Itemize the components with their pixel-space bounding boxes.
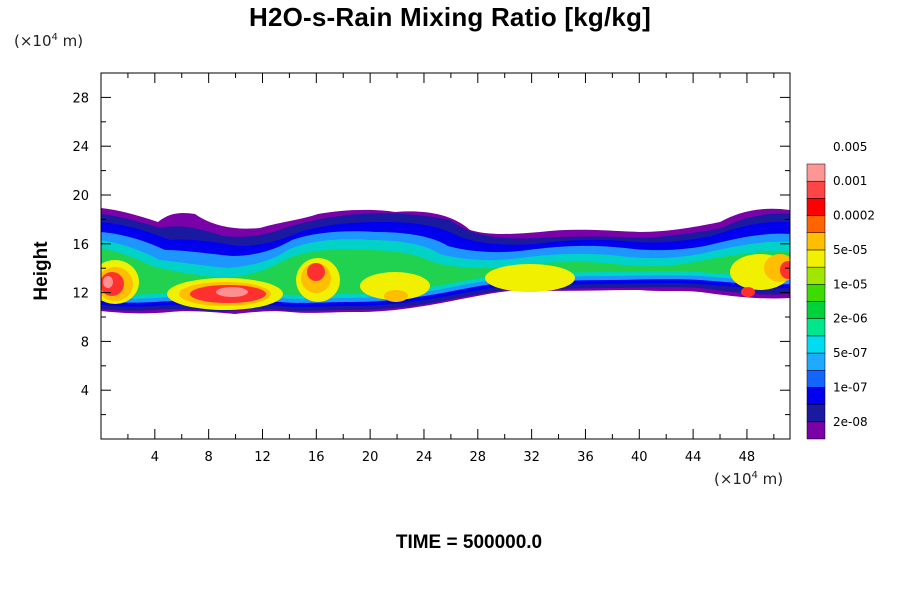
y-tick-label: 24 — [72, 140, 89, 155]
y-tick-label: 20 — [72, 189, 89, 204]
x-axis: 4 8 12 16 20 24 28 32 36 40 44 48 — [127, 73, 775, 465]
x-tick-label: 24 — [416, 450, 433, 465]
x-tick-label: 48 — [739, 450, 756, 465]
colorbar-label: 2e-08 — [833, 415, 868, 429]
cloud-contour-5e-05 — [101, 248, 790, 296]
x-tick-label: 20 — [362, 450, 379, 465]
x-tick-label: 44 — [685, 450, 702, 465]
colorbar-swatch — [806, 163, 826, 182]
y-tick-label: 8 — [81, 335, 89, 350]
y-axis-unit: (×104 m) — [14, 32, 84, 50]
cloud-core-yellow — [485, 264, 575, 292]
colorbar-swatch — [806, 232, 826, 251]
cloud-core-red — [741, 287, 755, 297]
x-tick-label: 28 — [470, 450, 487, 465]
cloud-core-orange — [384, 290, 408, 302]
chart-title: H2O-s-Rain Mixing Ratio [kg/kg] — [248, 2, 651, 32]
cloud-core-pink — [103, 276, 113, 288]
colorbar-label: 1e-07 — [833, 380, 868, 394]
colorbar-swatch — [806, 180, 826, 199]
plot-frame — [100, 72, 791, 440]
y-tick-label: 4 — [81, 384, 89, 399]
colorbar-swatch — [806, 249, 826, 268]
colorbar-swatch — [806, 301, 826, 319]
colorbar-swatch — [806, 215, 826, 233]
colorbar-swatch — [806, 335, 826, 354]
x-tick-label: 16 — [308, 450, 325, 465]
colorbar-label: 0.005 — [833, 140, 867, 154]
cloud-core-red — [780, 261, 790, 279]
colorbar-swatch — [806, 387, 826, 405]
colorbar-swatch — [806, 370, 826, 388]
x-tick-label: 32 — [523, 450, 540, 465]
y-axis: 4 8 12 16 20 24 28 — [72, 72, 790, 416]
colorbar-swatch — [806, 404, 826, 423]
colorbar-label: 5e-07 — [833, 346, 868, 360]
x-tick-label: 40 — [631, 450, 648, 465]
colorbar-label: 5e-05 — [833, 243, 868, 257]
colorbar-swatch — [806, 421, 826, 440]
cloud-field — [101, 208, 790, 314]
x-tick-label: 4 — [151, 450, 159, 465]
colorbar: 2e-08 1e-07 5e-07 2e-06 1e-05 5e-05 0.0002 0.00… — [806, 140, 875, 440]
x-tick-label: 8 — [205, 450, 213, 465]
time-label: TIME = 500000.0 — [395, 532, 543, 553]
colorbar-label: 0.0002 — [833, 209, 875, 223]
colorbar-label: 1e-05 — [833, 277, 868, 291]
cloud-core-yellow — [360, 272, 430, 300]
colorbar-swatch — [806, 266, 826, 285]
colorbar-swatch — [806, 352, 826, 371]
y-tick-label: 28 — [72, 91, 89, 106]
y-tick-label: 16 — [72, 238, 89, 253]
colorbar-label: 0.001 — [833, 174, 867, 188]
colorbar-label: 2e-06 — [833, 312, 868, 326]
colorbar-swatch — [806, 198, 826, 216]
x-tick-label: 12 — [254, 450, 271, 465]
cloud-core-orange — [764, 254, 790, 282]
colorbar-swatch — [806, 318, 826, 337]
cloud-core-red — [307, 263, 325, 281]
y-tick-label: 12 — [72, 287, 89, 302]
x-axis-unit: (×104 m) — [714, 470, 784, 488]
cloud-core-pink — [216, 287, 248, 297]
colorbar-swatch — [806, 284, 826, 302]
x-tick-label: 36 — [577, 450, 594, 465]
